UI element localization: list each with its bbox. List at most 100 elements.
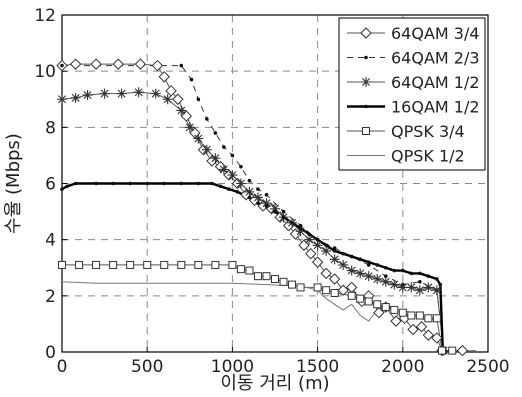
legend-label-2: 64QAM 1/2 [391, 73, 480, 92]
point-s1-11 [264, 192, 269, 197]
legend-label-0: 64QAM 3/4 [391, 24, 480, 43]
point-s3-6 [145, 181, 149, 186]
legend-box [338, 17, 486, 171]
point-s3-35 [426, 274, 431, 278]
point-s2-27 [338, 259, 349, 270]
point-s1-2 [189, 77, 194, 82]
point-s2-36 [414, 285, 425, 296]
point-s1-17 [366, 263, 371, 267]
point-s1-9 [247, 178, 252, 183]
point-s3-17 [273, 209, 277, 214]
point-s3-27 [358, 257, 363, 262]
point-s4-12 [245, 266, 254, 275]
point-s2-32 [380, 276, 391, 287]
point-s0-22 [289, 228, 302, 240]
point-s2-14 [227, 170, 238, 181]
legend-marker-0 [360, 27, 372, 39]
y-tick-label-4: 8 [45, 118, 56, 138]
point-s4-25 [373, 300, 382, 309]
point-s4-23 [356, 294, 365, 303]
point-s0-24 [305, 248, 317, 260]
point-s2-5 [133, 87, 144, 98]
point-s2-37 [423, 282, 434, 293]
y-tick-label-6: 12 [34, 6, 56, 26]
point-s2-13 [218, 164, 229, 175]
point-s4-10 [228, 260, 237, 269]
point-s3-18 [281, 215, 286, 219]
point-s1-7 [230, 153, 235, 158]
point-s2-12 [210, 153, 221, 164]
point-s4-26 [381, 303, 390, 312]
point-s3-29 [375, 263, 380, 267]
point-s0-1 [69, 58, 82, 70]
point-s3-1 [65, 184, 69, 189]
point-s2-1 [70, 92, 81, 103]
point-s4-24 [364, 297, 373, 306]
y-tick-label-1: 2 [45, 287, 56, 307]
point-s4-11 [236, 265, 245, 274]
point-s1-18 [383, 274, 388, 278]
point-s2-0 [57, 94, 67, 105]
point-s0-23 [298, 239, 310, 251]
y-tick-label-0: 0 [45, 343, 56, 363]
point-s0-25 [311, 256, 324, 268]
point-s1-15 [332, 246, 337, 250]
point-s4-16 [279, 277, 288, 286]
x-tick-label-3: 1500 [296, 357, 339, 377]
point-s4-5 [143, 260, 152, 269]
legend-marker-4 [362, 127, 370, 135]
point-s2-19 [270, 203, 280, 214]
point-s2-26 [329, 254, 340, 265]
point-s4-28 [398, 308, 407, 317]
point-s0-39 [431, 332, 443, 344]
point-s3-4 [111, 181, 115, 186]
x-tick-label-4: 2000 [381, 357, 424, 377]
point-s1-6 [222, 145, 226, 149]
point-s3-20 [298, 226, 303, 231]
point-s2-4 [116, 88, 127, 99]
point-s4-20 [322, 286, 331, 295]
point-s2-11 [201, 144, 212, 155]
point-s3-23 [324, 243, 328, 248]
point-s4-22 [347, 291, 356, 300]
point-s4-9 [211, 260, 220, 269]
point-s2-6 [150, 88, 161, 99]
point-s2-25 [321, 245, 332, 256]
point-s4-27 [390, 305, 399, 314]
point-s2-33 [389, 279, 400, 290]
y-tick-label-5: 10 [34, 62, 56, 82]
point-s0-2 [90, 58, 102, 70]
axis-ticks: 0 500 1000 1500 2000 2500 0 2 4 6 8 10 12 [34, 6, 509, 377]
point-s4-21 [330, 289, 339, 298]
point-s3-5 [128, 181, 132, 186]
point-s4-18 [296, 283, 305, 292]
point-s4-33 [437, 346, 446, 355]
point-s4-30 [415, 311, 424, 320]
point-s1-12 [281, 209, 286, 214]
point-s2-24 [312, 240, 323, 251]
point-s3-2 [73, 181, 78, 186]
point-s2-31 [372, 273, 383, 284]
point-s0-37 [415, 321, 428, 333]
point-s4-8 [194, 260, 203, 269]
point-s3-25 [341, 251, 345, 256]
point-s3-24 [332, 249, 337, 253]
point-s2-17 [252, 192, 263, 203]
y-axis-label: 수율 (Mbps) [3, 133, 24, 234]
point-s4-17 [288, 280, 297, 289]
x-tick-label-1: 500 [131, 357, 163, 377]
point-s2-22 [295, 226, 306, 237]
point-s2-15 [235, 178, 246, 189]
y-tick-label-2: 4 [45, 231, 56, 251]
point-s0-4 [134, 58, 147, 70]
point-s0-29 [345, 281, 358, 294]
point-s3-26 [349, 254, 354, 259]
point-s4-32 [432, 314, 441, 323]
point-s3-8 [179, 181, 184, 186]
point-s4-13 [253, 272, 262, 281]
point-s2-16 [244, 186, 255, 197]
point-s3-37 [438, 282, 443, 287]
point-s0-6 [158, 71, 170, 83]
point-s2-23 [304, 234, 315, 245]
legend-label-3: 16QAM 1/2 [391, 98, 480, 117]
